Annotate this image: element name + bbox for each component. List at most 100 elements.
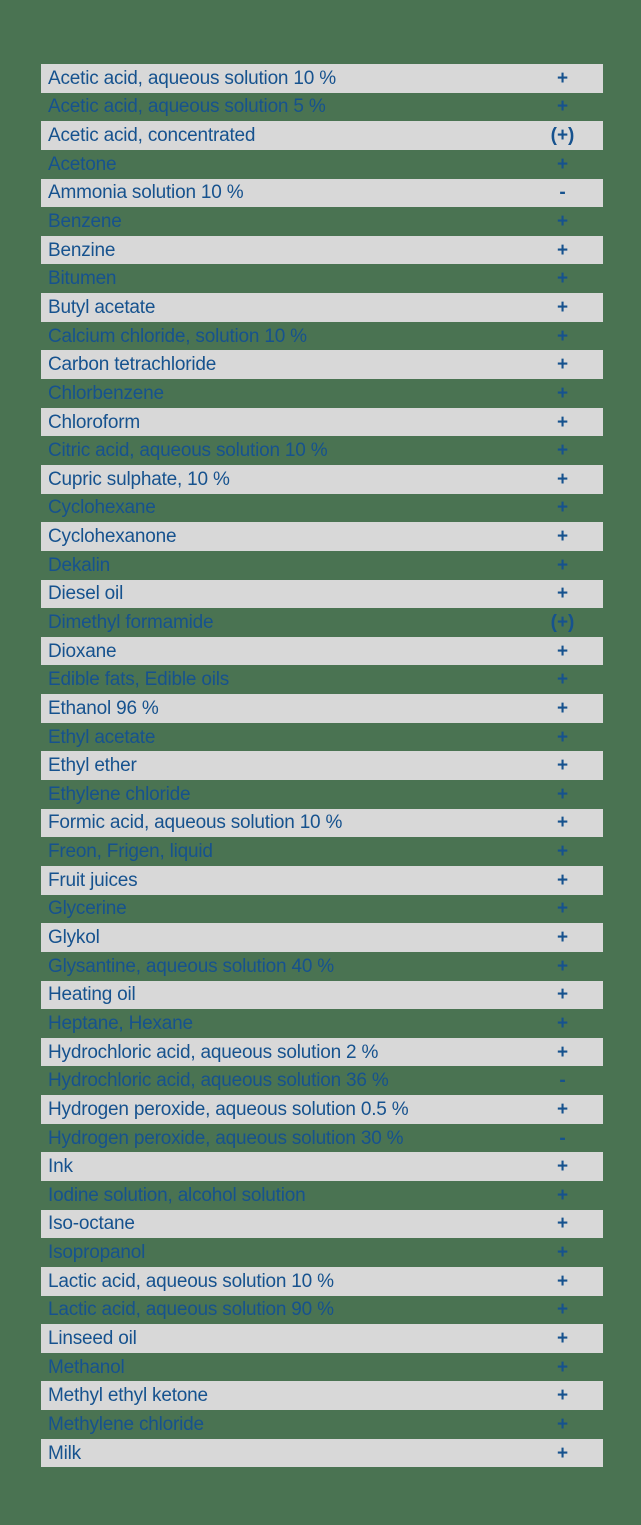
table-row: Hydrochloric acid, aqueous solution 2 % … xyxy=(41,1037,603,1067)
chemical-name: Acetone xyxy=(48,154,117,174)
resistance-rating: + xyxy=(556,1156,569,1178)
chemical-name: Linseed oil xyxy=(48,1329,137,1348)
resistance-rating: + xyxy=(556,783,569,805)
chemical-name: Dioxane xyxy=(48,641,117,661)
chemical-name: Heating oil xyxy=(48,985,136,1005)
resistance-rating: + xyxy=(556,325,569,347)
table-row: Heptane, Hexane + xyxy=(41,1009,603,1038)
chemical-name: Benzene xyxy=(48,212,122,232)
resistance-rating: + xyxy=(556,96,569,118)
table-row: Ink + xyxy=(41,1152,603,1181)
resistance-rating: + xyxy=(556,1385,569,1407)
resistance-rating: (+) xyxy=(550,611,575,633)
table-row: Dekalin + xyxy=(41,551,603,580)
table-row: Acetone + xyxy=(41,150,603,179)
resistance-rating: + xyxy=(556,927,569,949)
resistance-rating: (+) xyxy=(550,125,575,147)
chemical-name: Hydrogen peroxide, aqueous solution 30 % xyxy=(48,1128,404,1148)
resistance-rating: - xyxy=(559,1070,566,1092)
chemical-name: Calcium chloride, solution 10 % xyxy=(48,326,307,346)
table-row: Acetic acid, concentrated (+) xyxy=(41,121,603,150)
chemical-resistance-table: Acetic acid, aqueous solution 10 % + Ace… xyxy=(41,64,603,1468)
resistance-rating: - xyxy=(559,182,566,204)
resistance-rating: + xyxy=(556,211,569,233)
table-row: Citric acid, aqueous solution 10 % + xyxy=(41,436,603,465)
table-row: Edible fats, Edible oils + xyxy=(41,665,603,694)
chemical-name: Ethyl ether xyxy=(48,756,137,776)
resistance-rating: + xyxy=(556,1299,569,1321)
chemical-name: Ethyl acetate xyxy=(48,727,156,747)
table-row: Diesel oil + xyxy=(41,579,603,609)
table-row: Cyclohexane + xyxy=(41,494,603,523)
chemical-name: Dimethyl formamide xyxy=(48,612,214,632)
chemical-name: Isopropanol xyxy=(48,1243,146,1263)
chemical-name: Edible fats, Edible oils xyxy=(48,670,230,690)
table-row: Hydrochloric acid, aqueous solution 36 %… xyxy=(41,1066,603,1095)
resistance-rating: + xyxy=(556,812,569,834)
table-row: Acetic acid, aqueous solution 5 % + xyxy=(41,93,603,122)
table-row: Methanol + xyxy=(41,1353,603,1382)
resistance-rating: + xyxy=(556,869,569,891)
table-row: Ethylene chloride + xyxy=(41,780,603,809)
resistance-rating: + xyxy=(556,755,569,777)
resistance-rating: + xyxy=(556,1442,569,1464)
resistance-rating: + xyxy=(556,1413,569,1435)
chemical-name: Carbon tetrachloride xyxy=(48,355,217,375)
chemical-name: Methylene chloride xyxy=(48,1414,204,1434)
chemical-name: Acetic acid, aqueous solution 10 % xyxy=(48,68,336,88)
table-row: Calcium chloride, solution 10 % + xyxy=(41,322,603,351)
table-row: Formic acid, aqueous solution 10 % + xyxy=(41,808,603,838)
resistance-rating: + xyxy=(556,697,569,719)
table-row: Freon, Frigen, liquid + xyxy=(41,837,603,866)
chemical-name: Ink xyxy=(48,1157,73,1177)
table-row: Butyl acetate + xyxy=(41,293,603,322)
resistance-rating: + xyxy=(556,526,569,548)
table-row: Benzene + xyxy=(41,207,603,236)
table-row: Lactic acid, aqueous solution 10 % + xyxy=(41,1266,603,1296)
chemical-name: Hydrochloric acid, aqueous solution 36 % xyxy=(48,1071,389,1091)
resistance-rating: + xyxy=(556,497,569,519)
chemical-name: Chloroform xyxy=(48,412,140,432)
chemical-name: Benzine xyxy=(48,240,116,260)
table-row: Isopropanol + xyxy=(41,1238,603,1267)
table-row: Glysantine, aqueous solution 40 % + xyxy=(41,952,603,981)
chemical-name: Chlorbenzene xyxy=(48,383,164,403)
chemical-name: Butyl acetate xyxy=(48,297,156,317)
chemical-name: Acetic acid, aqueous solution 5 % xyxy=(48,97,326,117)
resistance-rating: + xyxy=(556,640,569,662)
table-row: Dimethyl formamide (+) xyxy=(41,608,603,637)
table-row: Ammonia solution 10 % - xyxy=(41,178,603,208)
table-row: Ethanol 96 % + xyxy=(41,694,603,723)
chemical-name: Formic acid, aqueous solution 10 % xyxy=(48,813,343,833)
chemical-name: Lactic acid, aqueous solution 90 % xyxy=(48,1300,334,1320)
table-row: Acetic acid, aqueous solution 10 % + xyxy=(41,64,603,93)
table-row: Bitumen + xyxy=(41,264,603,293)
resistance-rating: + xyxy=(556,1356,569,1378)
chemical-name: Hydrochloric acid, aqueous solution 2 % xyxy=(48,1042,379,1062)
table-row: Hydrogen peroxide, aqueous solution 30 %… xyxy=(41,1124,603,1153)
chemical-name: Freon, Frigen, liquid xyxy=(48,842,213,862)
resistance-rating: + xyxy=(556,440,569,462)
resistance-rating: + xyxy=(556,382,569,404)
resistance-rating: + xyxy=(556,1270,569,1292)
resistance-rating: + xyxy=(556,898,569,920)
chemical-name: Fruit juices xyxy=(48,870,138,890)
resistance-rating: - xyxy=(559,1127,566,1149)
chemical-name: Milk xyxy=(48,1443,81,1463)
chemical-name: Ammonia solution 10 % xyxy=(48,183,244,203)
resistance-rating: + xyxy=(556,268,569,290)
chemical-name: Methanol xyxy=(48,1357,125,1377)
chemical-name: Bitumen xyxy=(48,269,117,289)
table-row: Cupric sulphate, 10 % + xyxy=(41,464,603,494)
table-row: Heating oil + xyxy=(41,980,603,1010)
chemical-name: Cupric sulphate, 10 % xyxy=(48,469,230,489)
table-row: Glycerine + xyxy=(41,895,603,924)
table-row: Ethyl acetate + xyxy=(41,723,603,752)
table-row: Benzine + xyxy=(41,235,603,265)
table-row: Iso-octane + xyxy=(41,1209,603,1239)
resistance-rating: + xyxy=(556,153,569,175)
resistance-rating: + xyxy=(556,1328,569,1349)
table-row: Chlorbenzene + xyxy=(41,379,603,408)
resistance-rating: + xyxy=(556,955,569,977)
